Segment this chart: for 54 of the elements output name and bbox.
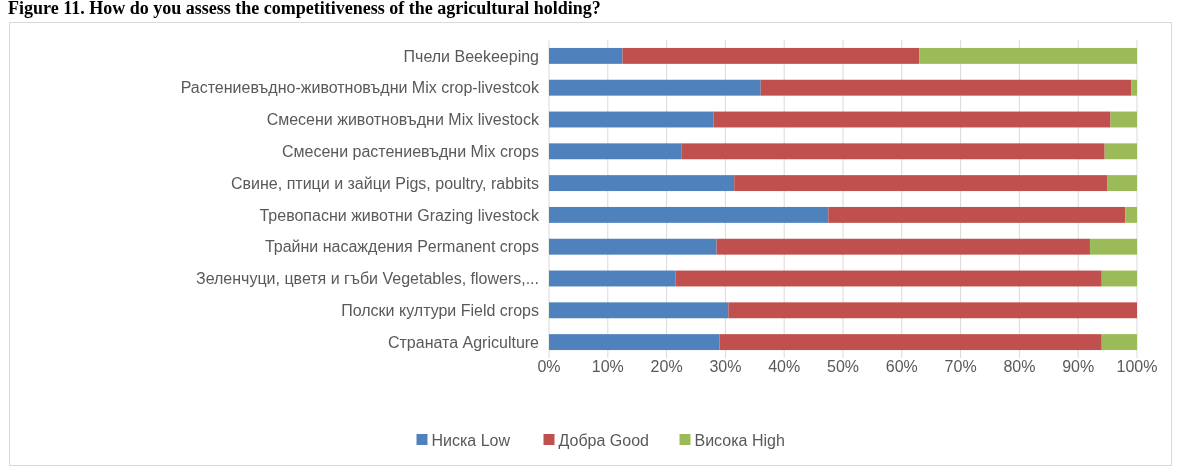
bar [549, 47, 623, 64]
x-tick-label: 30% [709, 358, 742, 375]
x-tick-label: 60% [885, 358, 918, 375]
bar [681, 143, 1105, 160]
x-tick-label: 20% [650, 358, 683, 375]
bar [760, 79, 1132, 96]
bar [675, 270, 1102, 287]
x-tick-label: 100% [1116, 358, 1158, 375]
bar [1107, 175, 1137, 192]
legend-label: Ниска Low [431, 431, 511, 449]
legend-label: Висока High [694, 431, 785, 449]
x-tick-label: 90% [1062, 358, 1095, 375]
bar [1101, 334, 1137, 351]
y-tick-label: Растениевъдно-животновъдни Mix crop-livestcok [180, 79, 540, 97]
bar [1101, 270, 1137, 287]
bar [549, 270, 676, 287]
bar [549, 175, 735, 192]
bar [1104, 143, 1137, 160]
y-tick-label: Смесени растениевъдни Mix crops [281, 142, 539, 160]
y-tick-label: Смесени животновъдни Mix livestock [266, 111, 540, 129]
bar [549, 238, 717, 255]
y-tick-label: Пчели Beekeeping [403, 47, 539, 65]
y-tick-label: Зеленчуци, цветя и гъби Vegetables, flowers,... [195, 270, 539, 288]
bar [1125, 206, 1137, 223]
text: Figure 11. How do you assess the competitiveness of the agricultural holding? [8, 0, 601, 18]
x-tick-label: 50% [826, 358, 860, 375]
bar [716, 238, 1090, 255]
x-tick-label: 0% [537, 358, 561, 375]
bar [549, 206, 829, 223]
x-tick-label: 40% [768, 358, 801, 375]
bar [549, 334, 720, 351]
bar [828, 206, 1126, 223]
bar [549, 79, 761, 96]
legend-label: Добра Good [558, 431, 649, 449]
bar [1131, 79, 1137, 96]
bar [734, 175, 1108, 192]
y-tick-label: Трайни насаждения Permanent crops [264, 238, 539, 256]
bar [549, 111, 714, 128]
x-tick-label: 10% [591, 358, 624, 375]
bar [719, 334, 1102, 351]
bar [919, 47, 1137, 64]
bar [713, 111, 1111, 128]
y-tick-label: Тревопасни животни Grazing livestock [259, 206, 540, 224]
y-tick-label: Страната Agriculture [387, 333, 540, 351]
bar [728, 302, 1137, 319]
y-tick-label: Свине, птици и зайци Pigs, poultry, rabbits [231, 174, 539, 192]
x-tick-label: 80% [1003, 358, 1036, 375]
x-tick-label: 70% [944, 358, 977, 375]
bar [549, 302, 729, 319]
bar [622, 47, 920, 64]
bar [549, 143, 682, 160]
y-tick-label: Полски култури Field crops [341, 301, 539, 319]
bar [1089, 238, 1137, 255]
bar [1110, 111, 1137, 128]
